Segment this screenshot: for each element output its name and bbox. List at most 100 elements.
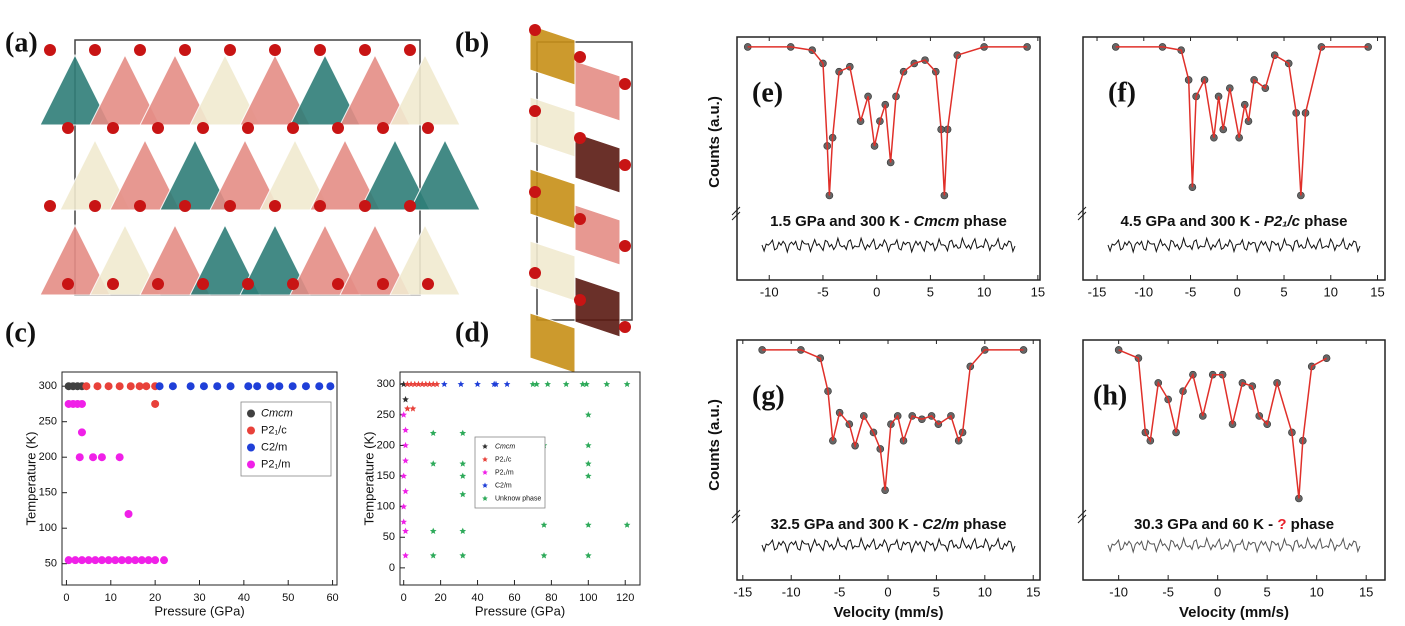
data-point (266, 382, 274, 390)
data-point (76, 453, 84, 461)
data-point (169, 382, 177, 390)
atom (44, 200, 56, 212)
x-tick-label: 30 (193, 592, 205, 604)
x-tick-label: 0 (401, 592, 407, 604)
x-tick-label: 5 (1264, 584, 1271, 599)
atom (179, 44, 191, 56)
atom (242, 122, 254, 134)
atom (332, 278, 344, 290)
y-tick-label: 100 (39, 522, 57, 534)
legend-label: Unknow phase (495, 495, 541, 502)
data-point (89, 453, 97, 461)
x-tick-label: 15 (1359, 584, 1373, 599)
y-tick-label: 100 (377, 501, 395, 513)
data-point (127, 382, 135, 390)
atom (152, 122, 164, 134)
y-axis-label: Counts (a.u.) (706, 399, 723, 491)
y-tick-label: 200 (39, 451, 57, 463)
y-tick-label: 250 (377, 409, 395, 421)
data-point (93, 382, 101, 390)
data-point (142, 382, 150, 390)
x-tick-label: 40 (238, 592, 250, 604)
caption: 4.5 GPa and 300 K - P2₁/c phase (1120, 213, 1347, 230)
caption-part: 4.5 GPa and 300 K - (1120, 213, 1263, 230)
atom (152, 278, 164, 290)
atom (574, 213, 586, 225)
panel-label: (c) (5, 317, 36, 348)
x-tick-label: 10 (1324, 284, 1338, 299)
x-tick-label: 20 (149, 592, 161, 604)
data-point (125, 510, 133, 518)
x-tick-label: 100 (579, 592, 597, 604)
legend-label: Cmcm (495, 443, 515, 450)
panel-label: (h) (1093, 380, 1127, 411)
y-axis-label: Temperature (K) (361, 432, 376, 526)
data-point (116, 453, 124, 461)
x-tick-label: 120 (616, 592, 634, 604)
x-axis-label: Pressure (GPa) (154, 603, 244, 618)
y-tick-label: 0 (389, 562, 395, 574)
panel-label: (g) (752, 380, 785, 411)
data-point (326, 382, 334, 390)
atom (224, 200, 236, 212)
caption-part: P2₁/c (1264, 213, 1301, 230)
x-tick-label: -5 (834, 584, 846, 599)
data-point (105, 382, 113, 390)
x-axis-label: Velocity (mm/s) (833, 604, 943, 621)
x-tick-label: 15 (1370, 284, 1384, 299)
x-tick-label: -5 (817, 284, 829, 299)
data-point (315, 382, 323, 390)
x-tick-label: 40 (471, 592, 483, 604)
y-axis-label: Temperature (K) (23, 432, 38, 526)
x-tick-label: -10 (782, 584, 801, 599)
atom (89, 200, 101, 212)
atom (529, 267, 541, 279)
atom (134, 200, 146, 212)
x-tick-label: -15 (1088, 284, 1107, 299)
data-point (253, 382, 261, 390)
x-tick-label: 50 (282, 592, 294, 604)
x-tick-label: 20 (434, 592, 446, 604)
legend-marker (247, 461, 255, 469)
data-point (98, 453, 106, 461)
x-tick-label: 15 (1026, 584, 1040, 599)
atom (404, 200, 416, 212)
x-tick-label: 0 (63, 592, 69, 604)
data-point (78, 428, 86, 436)
data-point (275, 382, 283, 390)
atom (107, 122, 119, 134)
data-point (289, 382, 297, 390)
atom (197, 122, 209, 134)
x-tick-label: 80 (545, 592, 557, 604)
atom (377, 122, 389, 134)
atom (619, 240, 631, 252)
y-tick-label: 300 (377, 378, 395, 390)
x-axis-label: Velocity (mm/s) (1179, 604, 1289, 621)
x-tick-label: 60 (508, 592, 520, 604)
caption-part: phase (959, 516, 1007, 533)
atom (44, 44, 56, 56)
x-tick-label: -10 (1134, 284, 1153, 299)
data-point (82, 382, 90, 390)
x-tick-label: 60 (326, 592, 338, 604)
atom (269, 200, 281, 212)
x-tick-label: -5 (1162, 584, 1174, 599)
atom (619, 159, 631, 171)
atom (574, 294, 586, 306)
caption: 1.5 GPa and 300 K - Cmcm phase (770, 213, 1007, 230)
data-point (227, 382, 235, 390)
y-tick-label: 150 (39, 487, 57, 499)
x-tick-label: 10 (1309, 584, 1323, 599)
x-tick-label: 5 (933, 584, 940, 599)
atom (242, 278, 254, 290)
y-tick-label: 200 (377, 439, 395, 451)
atom (529, 24, 541, 36)
caption-part: phase (1287, 516, 1335, 533)
legend-marker (247, 444, 255, 452)
caption-part: 32.5 GPa and 300 K - (771, 516, 923, 533)
atom (574, 132, 586, 144)
y-tick-label: 50 (383, 531, 395, 543)
data-point (187, 382, 195, 390)
x-tick-label: -5 (1185, 284, 1197, 299)
x-tick-label: 0 (884, 584, 891, 599)
